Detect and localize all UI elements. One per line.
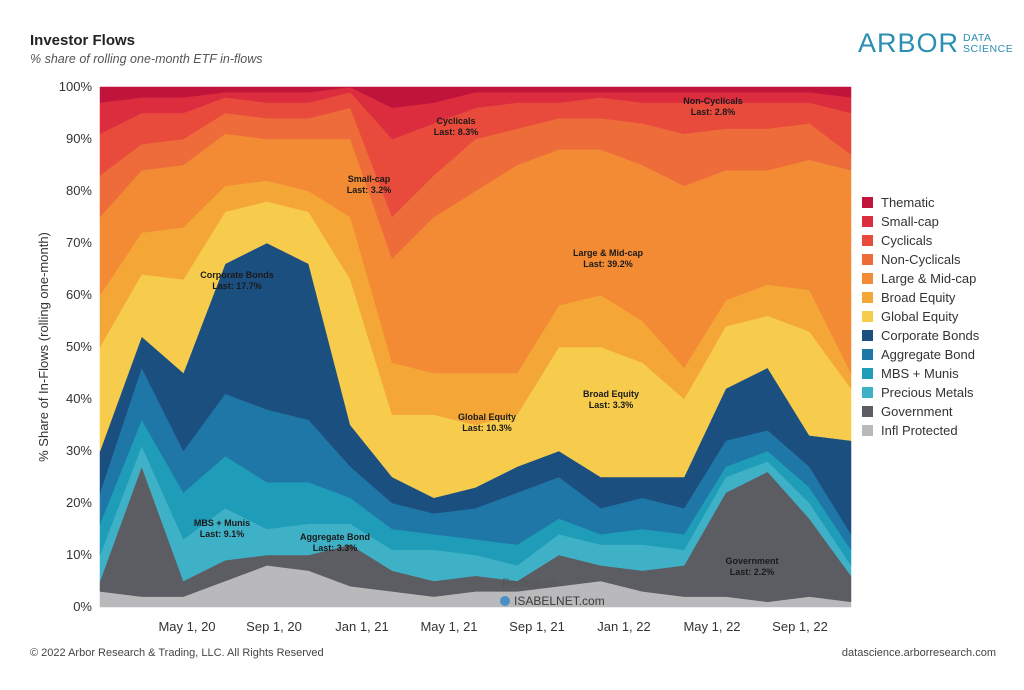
x-tick-label: Jan 1, 21 — [335, 619, 389, 634]
y-tick-label: 60% — [66, 287, 92, 302]
annotation-label: MBS + Munis — [194, 518, 250, 528]
legend-item: Thematic — [862, 193, 979, 212]
annotation-label: Non-Cyclicals — [683, 96, 743, 106]
annotation-label: Aggregate Bond — [300, 532, 370, 542]
legend-item: Global Equity — [862, 307, 979, 326]
legend-swatch — [862, 387, 873, 398]
annotation-label: Government — [725, 556, 778, 566]
legend-label: Global Equity — [881, 309, 959, 324]
y-tick-label: 30% — [66, 443, 92, 458]
legend-item: Precious Metals — [862, 383, 979, 402]
annotation-last-value: Last: 3.3% — [313, 543, 358, 553]
chart-subtitle: % share of rolling one-month ETF in-flow… — [30, 52, 263, 66]
legend-item: Corporate Bonds — [862, 326, 979, 345]
watermark-line2: ISABELNET.com — [500, 594, 605, 608]
chart-legend: Thematic Small-cap Cyclicals Non-Cyclicals L… — [862, 193, 979, 440]
legend-item: Aggregate Bond — [862, 345, 979, 364]
watermark-line1: Posted on — [502, 576, 557, 590]
chart-title: Investor Flows — [30, 32, 136, 49]
annotation-label: Small-cap — [348, 174, 391, 184]
annotation-label: Cyclicals — [436, 116, 475, 126]
legend-label: Broad Equity — [881, 290, 956, 305]
copyright-text: © 2022 Arbor Research & Trading, LLC. Al… — [30, 647, 324, 659]
annotation-last-value: Last: 9.1% — [200, 529, 245, 539]
legend-item: Infl Protected — [862, 421, 979, 440]
y-tick-label: 20% — [66, 495, 92, 510]
annotation-label: Large & Mid-cap — [573, 248, 644, 258]
y-tick-label: 0% — [73, 599, 92, 614]
annotation-last-value: Last: 2.2% — [730, 567, 775, 577]
x-tick-label: May 1, 21 — [420, 619, 477, 634]
legend-item: Small-cap — [862, 212, 979, 231]
legend-item: Government — [862, 402, 979, 421]
legend-item: Cyclicals — [862, 231, 979, 250]
legend-swatch — [862, 197, 873, 208]
y-tick-label: 40% — [66, 391, 92, 406]
legend-item: Large & Mid-cap — [862, 269, 979, 288]
legend-swatch — [862, 406, 873, 417]
y-tick-label: 70% — [66, 235, 92, 250]
annotation-last-value: Last: 39.2% — [583, 259, 633, 269]
annotation-last-value: Last: 2.8% — [691, 107, 736, 117]
legend-swatch — [862, 425, 873, 436]
x-tick-label: May 1, 22 — [683, 619, 740, 634]
watermark-site: ISABELNET.com — [514, 594, 605, 608]
legend-label: Small-cap — [881, 214, 939, 229]
legend-label: Cyclicals — [881, 233, 933, 248]
brand-sub-line2: SCIENCE — [963, 42, 1014, 55]
x-tick-label: May 1, 20 — [158, 619, 215, 634]
legend-label: Infl Protected — [881, 423, 958, 438]
annotation-last-value: Last: 17.7% — [212, 281, 262, 291]
series-area-thematic — [99, 86, 852, 109]
legend-label: Large & Mid-cap — [881, 271, 977, 286]
y-tick-label: 100% — [59, 79, 93, 94]
legend-label: Precious Metals — [881, 385, 974, 400]
legend-swatch — [862, 311, 873, 322]
x-tick-label: Sep 1, 21 — [509, 619, 565, 634]
legend-label: Thematic — [881, 195, 935, 210]
footer-site: datascience.arborresearch.com — [841, 647, 996, 659]
y-tick-label: 50% — [66, 339, 92, 354]
legend-label: Aggregate Bond — [881, 347, 975, 362]
annotation-last-value: Last: 3.2% — [347, 185, 392, 195]
legend-label: Government — [881, 404, 953, 419]
y-tick-label: 90% — [66, 131, 92, 146]
y-tick-label: 80% — [66, 183, 92, 198]
x-tick-label: Sep 1, 22 — [772, 619, 828, 634]
legend-swatch — [862, 330, 873, 341]
legend-swatch — [862, 349, 873, 360]
y-tick-label: 10% — [66, 547, 92, 562]
y-axis-label: % Share of In-Flows (rolling one-month) — [36, 232, 51, 462]
legend-item: Non-Cyclicals — [862, 250, 979, 269]
legend-swatch — [862, 235, 873, 246]
annotation-label: Broad Equity — [583, 389, 639, 399]
legend-item: MBS + Munis — [862, 364, 979, 383]
brand-sub-line1: DATA — [963, 31, 992, 44]
annotation-label: Corporate Bonds — [200, 270, 274, 280]
annotation-last-value: Last: 3.3% — [589, 400, 634, 410]
arbor-logo: ARBOR DATA SCIENCE — [858, 28, 1013, 59]
brand-sub: DATA SCIENCE — [963, 31, 1014, 55]
legend-swatch — [862, 368, 873, 379]
legend-swatch — [862, 292, 873, 303]
legend-label: MBS + Munis — [881, 366, 959, 381]
legend-swatch — [862, 273, 873, 284]
globe-icon — [500, 596, 510, 606]
annotation-label: Global Equity — [458, 412, 516, 422]
x-tick-label: Jan 1, 22 — [597, 619, 651, 634]
legend-swatch — [862, 216, 873, 227]
legend-swatch — [862, 254, 873, 265]
legend-label: Non-Cyclicals — [881, 252, 961, 267]
brand-main: ARBOR — [858, 28, 960, 58]
legend-item: Broad Equity — [862, 288, 979, 307]
legend-label: Corporate Bonds — [881, 328, 980, 343]
annotation-last-value: Last: 8.3% — [434, 127, 479, 137]
x-tick-label: Sep 1, 20 — [246, 619, 302, 634]
annotation-last-value: Last: 10.3% — [462, 423, 512, 433]
